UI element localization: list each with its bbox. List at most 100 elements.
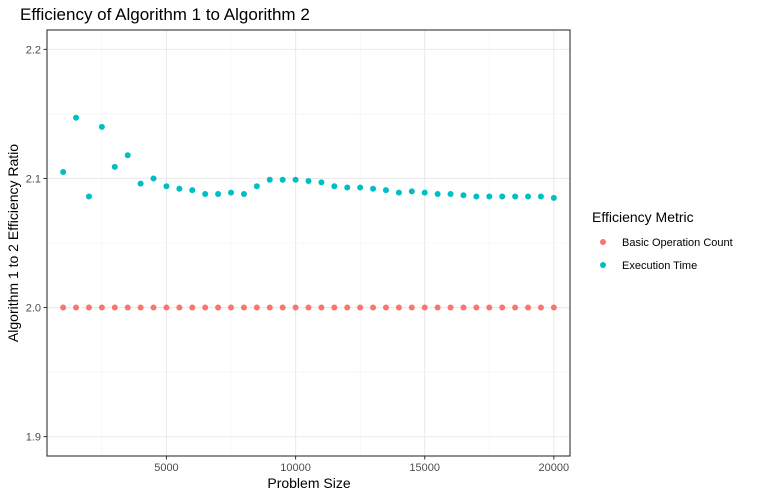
data-point (357, 184, 364, 191)
data-point (163, 183, 170, 190)
data-point (305, 304, 312, 311)
legend-item: Basic Operation Count (600, 237, 733, 249)
data-point (512, 193, 519, 200)
x-axis-title: Problem Size (267, 475, 350, 491)
data-point (124, 304, 131, 311)
data-point (447, 190, 454, 197)
x-tick-label: 5000 (154, 462, 178, 474)
data-point (318, 304, 325, 311)
data-point (85, 193, 92, 200)
x-tick-label: 10000 (280, 462, 311, 474)
data-point (215, 304, 222, 311)
data-point (189, 304, 196, 311)
data-point (499, 304, 506, 311)
legend-key (600, 239, 606, 245)
data-point (98, 304, 105, 311)
data-point (486, 304, 493, 311)
data-point (537, 193, 544, 200)
plot-panel (46, 29, 571, 457)
data-point (434, 190, 441, 197)
data-point (447, 304, 454, 311)
legend-key (600, 262, 606, 268)
x-tick-label: 20000 (539, 462, 570, 474)
data-point (370, 185, 377, 192)
series-execution-time (60, 114, 557, 201)
data-point (163, 304, 170, 311)
data-point (124, 152, 131, 159)
data-point (111, 304, 118, 311)
data-point (292, 304, 299, 311)
data-point (253, 304, 260, 311)
data-point (228, 304, 235, 311)
data-point (60, 169, 67, 175)
data-point (395, 189, 402, 196)
x-tick-label: 15000 (409, 462, 440, 474)
minor-gridlines (47, 30, 570, 456)
y-tick-label: 2.2 (26, 44, 41, 56)
data-point (279, 176, 286, 183)
data-point (150, 175, 157, 182)
data-point (60, 304, 67, 311)
data-point (202, 304, 209, 311)
data-point (331, 304, 338, 311)
data-point (228, 189, 235, 196)
panel-border (46, 29, 571, 457)
data-point (176, 185, 183, 192)
data-point (279, 304, 286, 311)
y-axis: 1.9 2.0 2.1 2.2 (26, 44, 47, 444)
data-point (421, 304, 428, 311)
data-point (240, 190, 247, 197)
data-point (266, 304, 273, 311)
legend-items: Basic Operation Count Execution Time (600, 237, 733, 272)
data-point (176, 304, 183, 311)
data-point (408, 304, 415, 311)
data-point (318, 179, 325, 186)
data-point (525, 304, 532, 311)
legend-title: Efficiency Metric (592, 209, 694, 225)
data-point (537, 304, 544, 311)
data-point (473, 304, 480, 311)
data-point (85, 304, 92, 311)
data-point (460, 192, 467, 199)
legend-label: Basic Operation Count (622, 237, 733, 249)
legend: Efficiency Metric Basic Operation Count E… (592, 209, 733, 272)
data-point (512, 304, 519, 311)
legend-item: Execution Time (600, 260, 697, 272)
data-point (460, 304, 467, 311)
y-tick-label: 1.9 (26, 432, 41, 444)
y-axis-title: Algorithm 1 to 2 Efficiency Ratio (5, 144, 21, 342)
data-point (202, 190, 209, 197)
data-point (499, 193, 506, 200)
data-point (408, 188, 415, 195)
data-point (137, 304, 144, 311)
data-point (137, 180, 144, 187)
data-point (292, 176, 299, 183)
data-point (434, 304, 441, 311)
data-point (370, 304, 377, 311)
data-point (357, 304, 364, 311)
data-points (60, 114, 557, 311)
data-point (305, 178, 312, 185)
series-basic-operation-count (60, 304, 557, 311)
y-tick-label: 2.1 (26, 173, 41, 185)
x-axis: 5000 10000 15000 20000 (154, 456, 569, 474)
y-tick-label: 2.0 (26, 303, 41, 315)
data-point (344, 184, 351, 191)
data-point (395, 304, 402, 311)
chart-title: Efficiency of Algorithm 1 to Algorithm 2 (20, 5, 310, 24)
data-point (421, 189, 428, 196)
data-point (382, 304, 389, 311)
major-gridlines (47, 30, 570, 456)
data-point (550, 194, 557, 201)
data-point (73, 304, 80, 311)
data-point (215, 190, 222, 197)
data-point (486, 193, 493, 200)
data-point (382, 187, 389, 194)
data-point (189, 187, 196, 194)
data-point (473, 193, 480, 200)
data-point (525, 193, 532, 200)
data-point (344, 304, 351, 311)
data-point (240, 304, 247, 311)
